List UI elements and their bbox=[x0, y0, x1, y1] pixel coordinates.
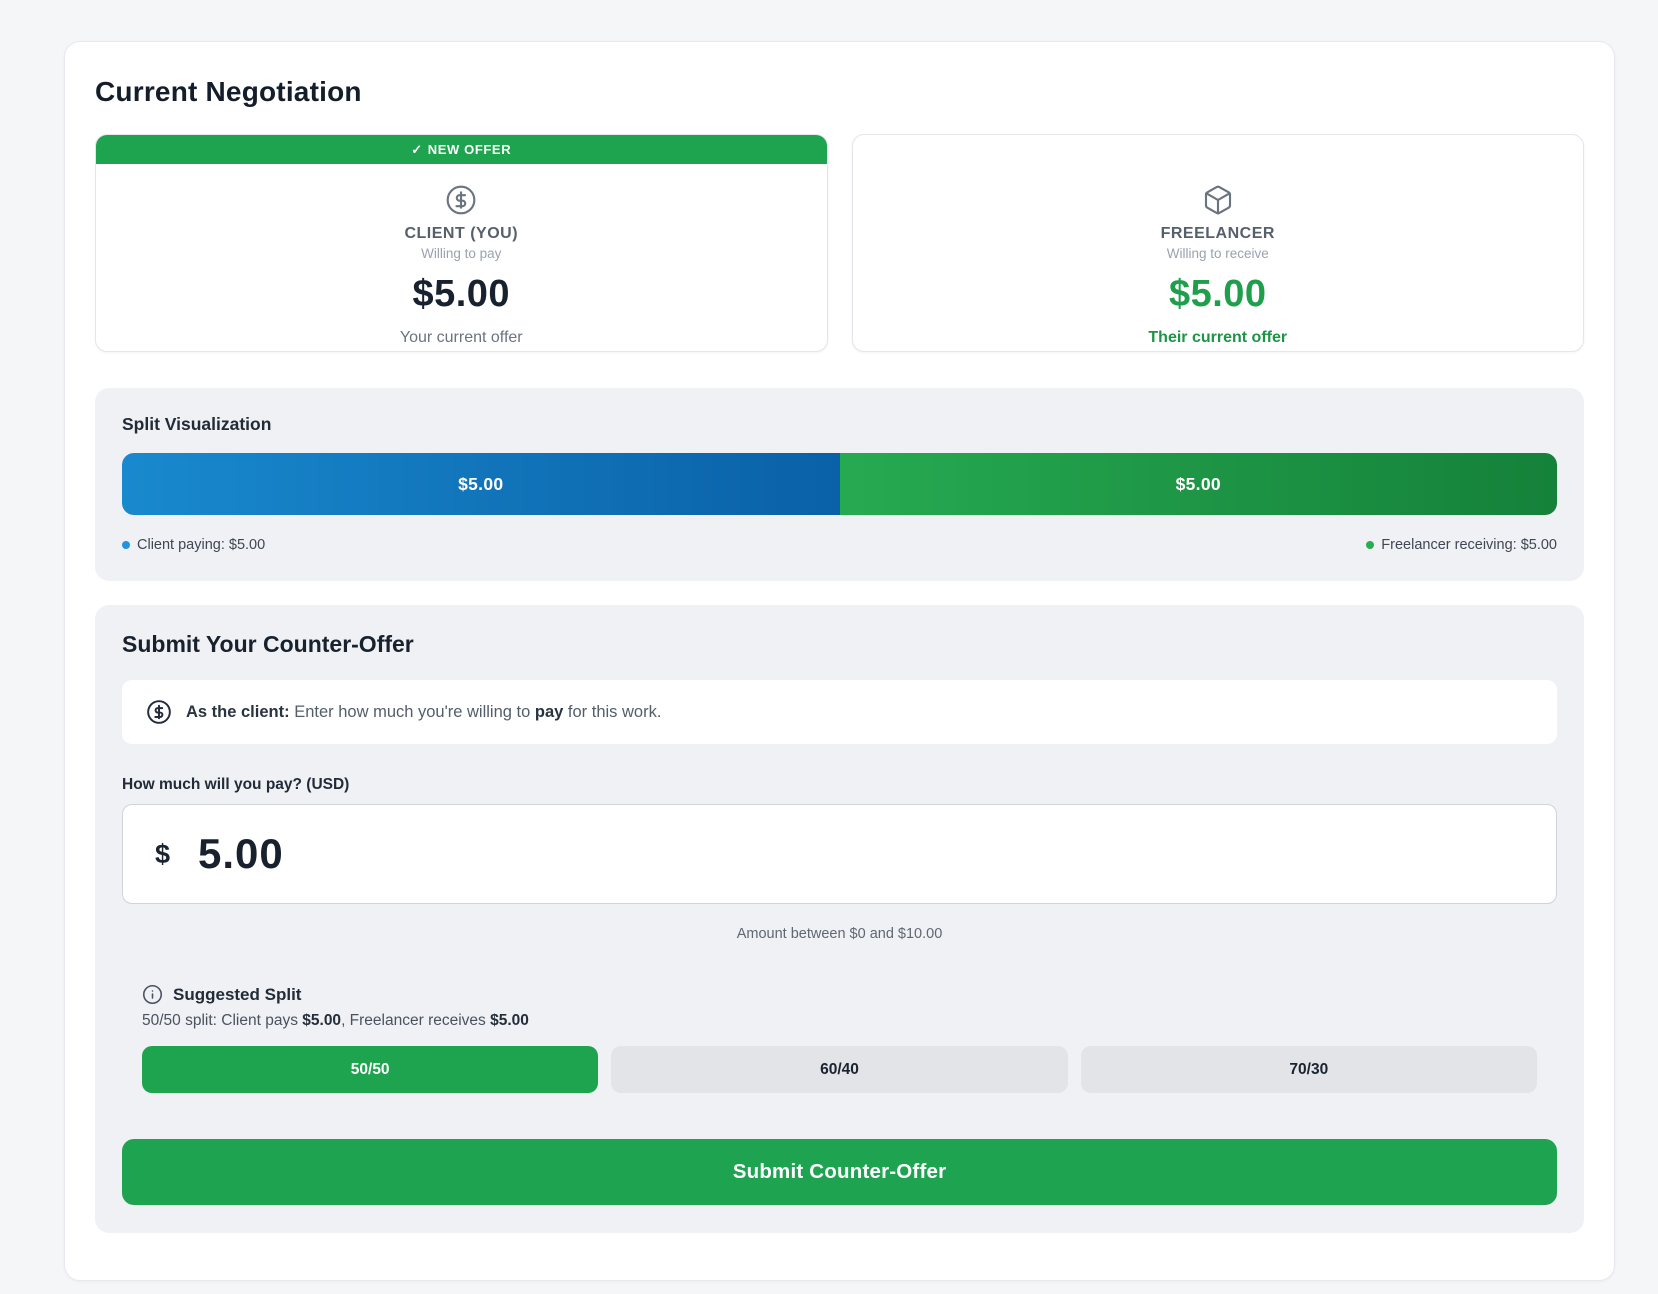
check-icon: ✓ bbox=[411, 141, 423, 157]
split-options-row: 50/50 60/40 70/30 bbox=[142, 1046, 1537, 1093]
client-role-label: CLIENT (YOU) bbox=[404, 225, 519, 242]
legend-freelancer-label: Freelancer receiving: $5.00 bbox=[1381, 537, 1557, 553]
split-bar-client-amount: $5.00 bbox=[458, 473, 504, 494]
amount-range-helper: Amount between $0 and $10.00 bbox=[736, 926, 943, 942]
client-legend-dot-icon bbox=[122, 541, 130, 549]
info-icon bbox=[142, 984, 163, 1005]
counter-offer-title: Submit Your Counter-Offer bbox=[122, 631, 414, 657]
legend-client: Client paying: $5.00 bbox=[122, 537, 265, 553]
client-info-box: As the client: Enter how much you're wil… bbox=[122, 680, 1557, 744]
counter-offer-panel: Submit Your Counter-Offer As the client:… bbox=[95, 605, 1584, 1233]
legend-freelancer: Freelancer receiving: $5.00 bbox=[1366, 537, 1557, 553]
dollar-circle-icon bbox=[146, 699, 172, 725]
dollar-circle-icon bbox=[96, 183, 827, 217]
split-option-50-50[interactable]: 50/50 bbox=[142, 1046, 599, 1093]
client-offer-caption: Your current offer bbox=[399, 329, 523, 346]
currency-symbol: $ bbox=[155, 838, 171, 869]
freelancer-role-label: FREELANCER bbox=[1160, 225, 1275, 242]
package-icon bbox=[853, 183, 1584, 217]
split-bar-freelancer-segment: $5.00 bbox=[839, 453, 1557, 515]
split-visualization-title: Split Visualization bbox=[122, 414, 272, 434]
split-option-70-30[interactable]: 70/30 bbox=[1080, 1046, 1537, 1093]
suggested-split-block: Suggested Split 50/50 split: Client pays… bbox=[142, 984, 1537, 1093]
info-text: As the client: Enter how much you're wil… bbox=[186, 702, 662, 721]
suggested-split-description: 50/50 split: Client pays $5.00, Freelanc… bbox=[142, 1012, 529, 1029]
freelancer-offer-card: FREELANCER Willing to receive $5.00 Thei… bbox=[851, 134, 1584, 352]
client-offer-card: ✓ NEW OFFER CLIENT (YOU) Willing to pay … bbox=[95, 134, 828, 352]
split-option-60-40[interactable]: 60/40 bbox=[611, 1046, 1068, 1093]
split-visualization-panel: Split Visualization $5.00 $5.00 Client p… bbox=[95, 388, 1584, 581]
split-bar-client-segment: $5.00 bbox=[122, 453, 840, 515]
amount-input-container: $ bbox=[122, 804, 1557, 904]
freelancer-offer-amount: $5.00 bbox=[1168, 273, 1267, 315]
negotiation-card: Current Negotiation ✓ NEW OFFER CLIENT (… bbox=[64, 41, 1615, 1281]
amount-input-label: How much will you pay? (USD) bbox=[122, 776, 350, 793]
client-direction-label: Willing to pay bbox=[421, 246, 502, 261]
freelancer-offer-caption: Their current offer bbox=[1148, 329, 1288, 346]
amount-input[interactable] bbox=[198, 830, 599, 878]
page-title: Current Negotiation bbox=[95, 76, 362, 107]
legend-client-label: Client paying: $5.00 bbox=[137, 537, 266, 553]
suggested-split-title: Suggested Split bbox=[173, 984, 302, 1004]
new-offer-badge-label: NEW OFFER bbox=[427, 142, 512, 157]
offers-row: ✓ NEW OFFER CLIENT (YOU) Willing to pay … bbox=[95, 134, 1584, 352]
submit-counter-offer-button[interactable]: Submit Counter-Offer bbox=[122, 1139, 1557, 1205]
freelancer-direction-label: Willing to receive bbox=[1166, 246, 1269, 261]
new-offer-badge: ✓ NEW OFFER bbox=[96, 135, 827, 164]
client-offer-amount: $5.00 bbox=[412, 273, 511, 315]
split-bar-freelancer-amount: $5.00 bbox=[1175, 473, 1221, 494]
freelancer-legend-dot-icon bbox=[1366, 541, 1375, 549]
split-bar: $5.00 $5.00 bbox=[122, 453, 1557, 515]
